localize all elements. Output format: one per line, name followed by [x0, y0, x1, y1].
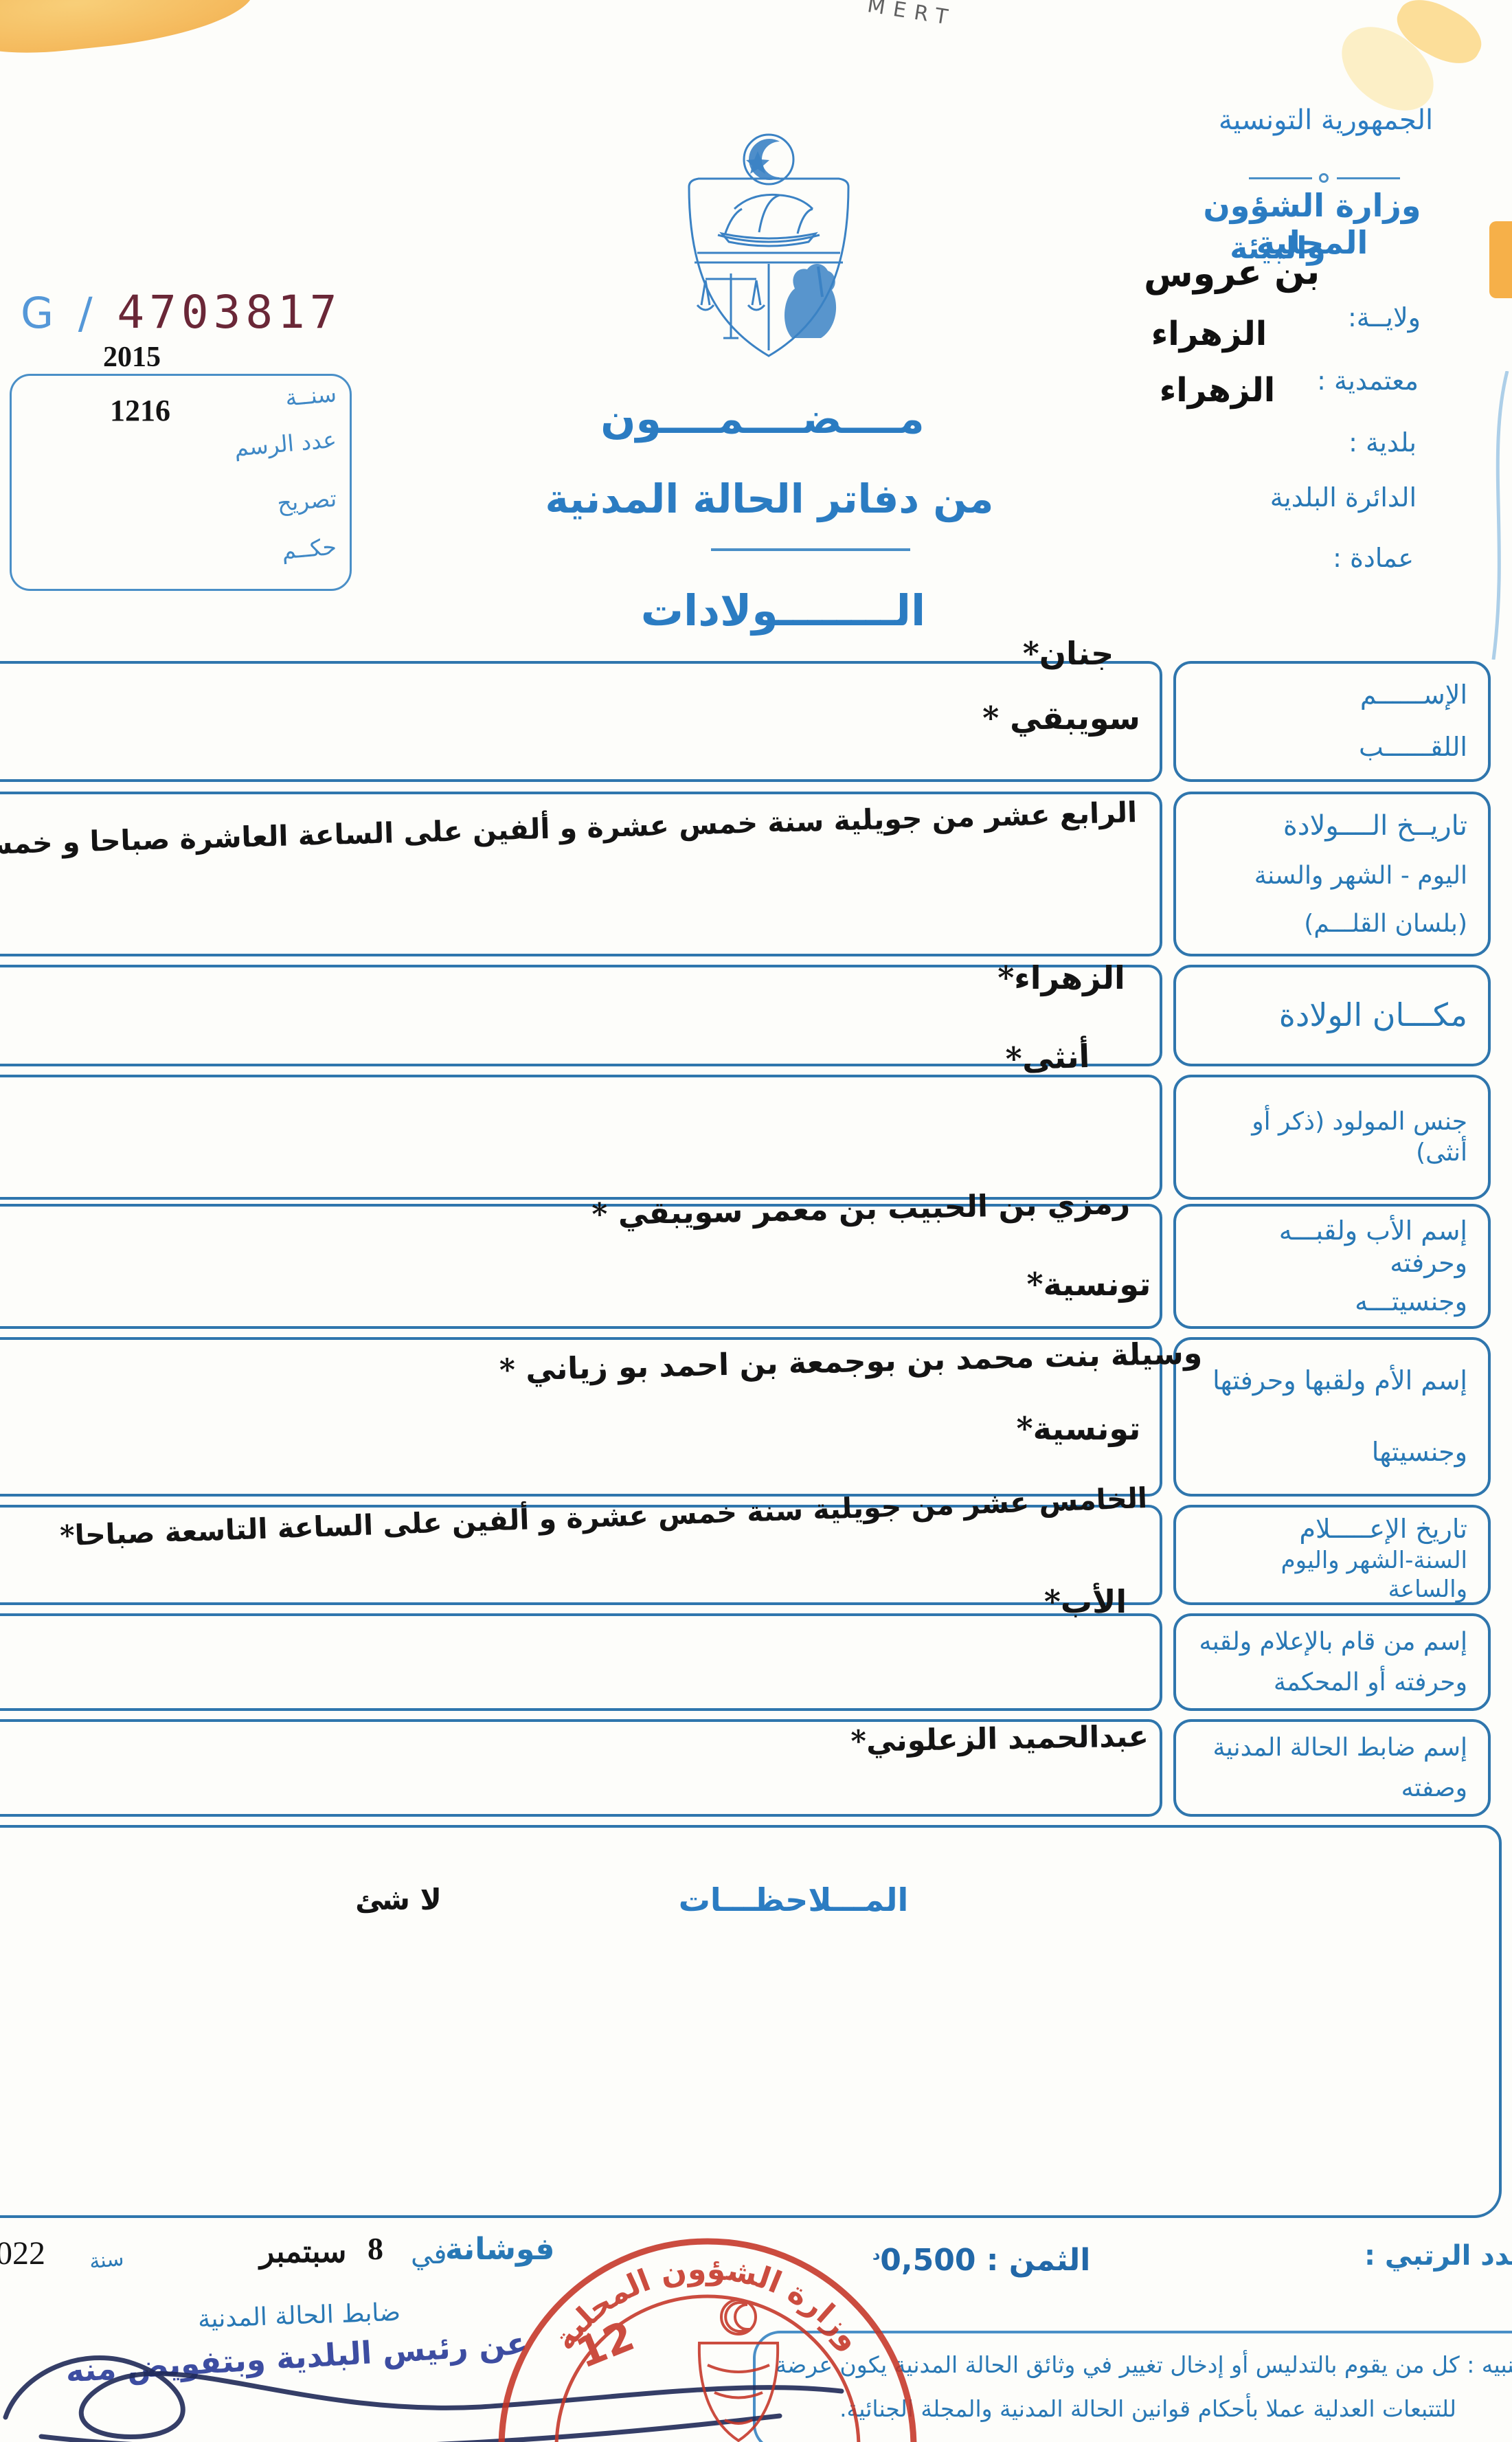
remarks-label: المـــلاحظـــات [678, 1881, 909, 1918]
notifier-label-line1: إسم من قام بالإعلام ولقبه [1199, 1628, 1467, 1656]
serial-year-value: 2015 [103, 341, 161, 373]
birth-place-label: مكـــان الولادة [1278, 996, 1467, 1034]
name-label-cell: الإســــــم اللقــــــب [1173, 661, 1491, 782]
notification-date-value-cell [0, 1505, 1162, 1605]
officer-value-cell [0, 1719, 1162, 1817]
municipality-label: بلدية : [1349, 427, 1417, 458]
remarks-cell [0, 1825, 1502, 2218]
header-divider [1249, 173, 1403, 183]
ministry-title-line1: وزارة الشؤون المحلية [1203, 187, 1421, 261]
given-name-value: جنان* [1022, 635, 1114, 672]
issue-month: سبتمبر [260, 2234, 347, 2270]
republic-title: الجمهورية التونسية [1218, 104, 1434, 136]
registry-stamp-box [10, 374, 352, 591]
ministry-title-line2: والبيئة [1230, 231, 1326, 266]
notification-date-label-line2: السنة-الشهر واليوم والساعة [1280, 1546, 1467, 1604]
price-line: الثمن : 0,500د [872, 2243, 1090, 2278]
father-label-cell: إسم الأب ولقبـــه وحرفته وجنسيتـــه [1173, 1204, 1491, 1329]
price-label: الثمن : [986, 2243, 1091, 2278]
name-label-line1: الإســــــم [1359, 680, 1467, 710]
corner-note-text: MERT [866, 0, 958, 31]
wilaya-label: ولايــة: [1347, 302, 1421, 333]
serial-slash: / [78, 288, 93, 338]
father-label-line1: إسم الأب ولقبـــه وحرفته [1278, 1215, 1467, 1279]
act-number-value: 1216 [110, 394, 170, 427]
title-line3: الــــــــولادات [640, 585, 926, 636]
sex-value-cell [0, 1075, 1162, 1200]
name-label-line2: اللقــــــب [1358, 732, 1467, 763]
page-edge-curve [1491, 371, 1509, 660]
issue-year-value: 2022 [0, 2235, 45, 2272]
notifier-value: الأب* [1043, 1583, 1127, 1620]
serial-line: G / 4703817 [21, 286, 342, 339]
omda-label: عمادة : [1333, 543, 1414, 573]
notification-date-label-line1: تاريخ الإعـــــلام [1299, 1514, 1467, 1544]
birth-place-value: الزهراء* [997, 959, 1125, 996]
sex-label-cell: جنس المولود (ذكر أو أنثى) [1173, 1075, 1491, 1200]
red-municipal-stamp: وزارة الشؤون المحلية 12 [498, 2238, 917, 2442]
father-value-cell [0, 1204, 1162, 1329]
notifier-label-line2: وحرفته أو المحكمة [1273, 1668, 1467, 1696]
title-underline [711, 548, 910, 551]
officer-value: عبدالحميد الزعلوني* [850, 1719, 1149, 1759]
signature-scrawl [3, 2355, 844, 2442]
birth-place-label-cell: مكـــان الولادة [1173, 965, 1491, 1066]
registry-number-label: العدد الرتبي : [1364, 2240, 1512, 2272]
mother-value-cell [0, 1337, 1162, 1497]
birth-place-value-cell [0, 965, 1162, 1066]
price-currency: د [872, 2246, 881, 2264]
birth-date-label-line2: اليوم - الشهر والسنة [1254, 861, 1467, 890]
notice-line2: للتتبعات العدلية عملا بأحكام قوانين الحا… [839, 2395, 1456, 2423]
district-stamp-text: بن عروس [1143, 251, 1320, 296]
mother-label-line1: إسم الأم ولقبها وحرفتها [1212, 1365, 1467, 1396]
mother-label-cell: إسم الأم ولقبها وحرفتها وجنسيتها [1173, 1337, 1491, 1497]
officer-label-line1: إسم ضابط الحالة المدنية [1212, 1734, 1468, 1762]
notifier-value-cell [0, 1613, 1162, 1711]
officer-label-line2: وصفته [1401, 1774, 1467, 1802]
issue-year-word: سنة [88, 2246, 125, 2274]
birth-date-value-cell [0, 792, 1162, 956]
delegation-label: معتمدية : [1317, 366, 1419, 396]
issue-in-word: في [411, 2239, 447, 2270]
birth-date-label-line3: (بلسان القلـــم) [1304, 910, 1467, 939]
title-line2: من دفاتر الحالة المدنية [545, 475, 994, 522]
issue-place: فوشانة [445, 2232, 555, 2267]
municipal-district-label: الدائرة البلدية [1270, 482, 1417, 513]
father-nationality-value: تونسية* [1026, 1266, 1151, 1303]
notification-date-label-cell: تاريخ الإعـــــلام السنة-الشهر واليوم وا… [1173, 1505, 1491, 1605]
issue-day: 8 [368, 2231, 383, 2266]
delegation-value: الزهراء [1159, 371, 1276, 410]
birth-date-label-cell: تاريــخ الــــولادة اليوم - الشهر والسنة… [1173, 792, 1491, 956]
officer-label-cell: إسم ضابط الحالة المدنية وصفته [1173, 1719, 1491, 1817]
father-label-line2: وجنسيتـــه [1355, 1286, 1467, 1317]
mother-label-line2: وجنسيتها [1371, 1437, 1467, 1468]
sex-label: جنس المولود (ذكر أو أنثى) [1252, 1108, 1467, 1167]
serial-prefix: G [21, 288, 54, 338]
mother-nationality-value: تونسية* [1016, 1410, 1141, 1447]
remarks-value: لا شئ [355, 1883, 442, 1916]
wilaya-value: الزهراء [1151, 315, 1267, 353]
birth-date-label-line1: تاريــخ الــــولادة [1283, 809, 1467, 842]
price-value: 0,500 [880, 2243, 976, 2278]
sex-value: أنثى* [1004, 1037, 1091, 1078]
surname-value: سويبقي * [982, 699, 1140, 737]
sticker-artifact-top-left [0, 0, 258, 62]
tunisia-coat-of-arms-icon [688, 133, 850, 357]
serial-number: 4703817 [117, 286, 342, 339]
edge-tab-artifact [1489, 221, 1512, 298]
title-line1: مــــضــــمــــون [600, 395, 925, 443]
notifier-label-cell: إسم من قام بالإعلام ولقبه وحرفته أو المح… [1173, 1613, 1491, 1711]
name-value-cell [0, 661, 1162, 782]
